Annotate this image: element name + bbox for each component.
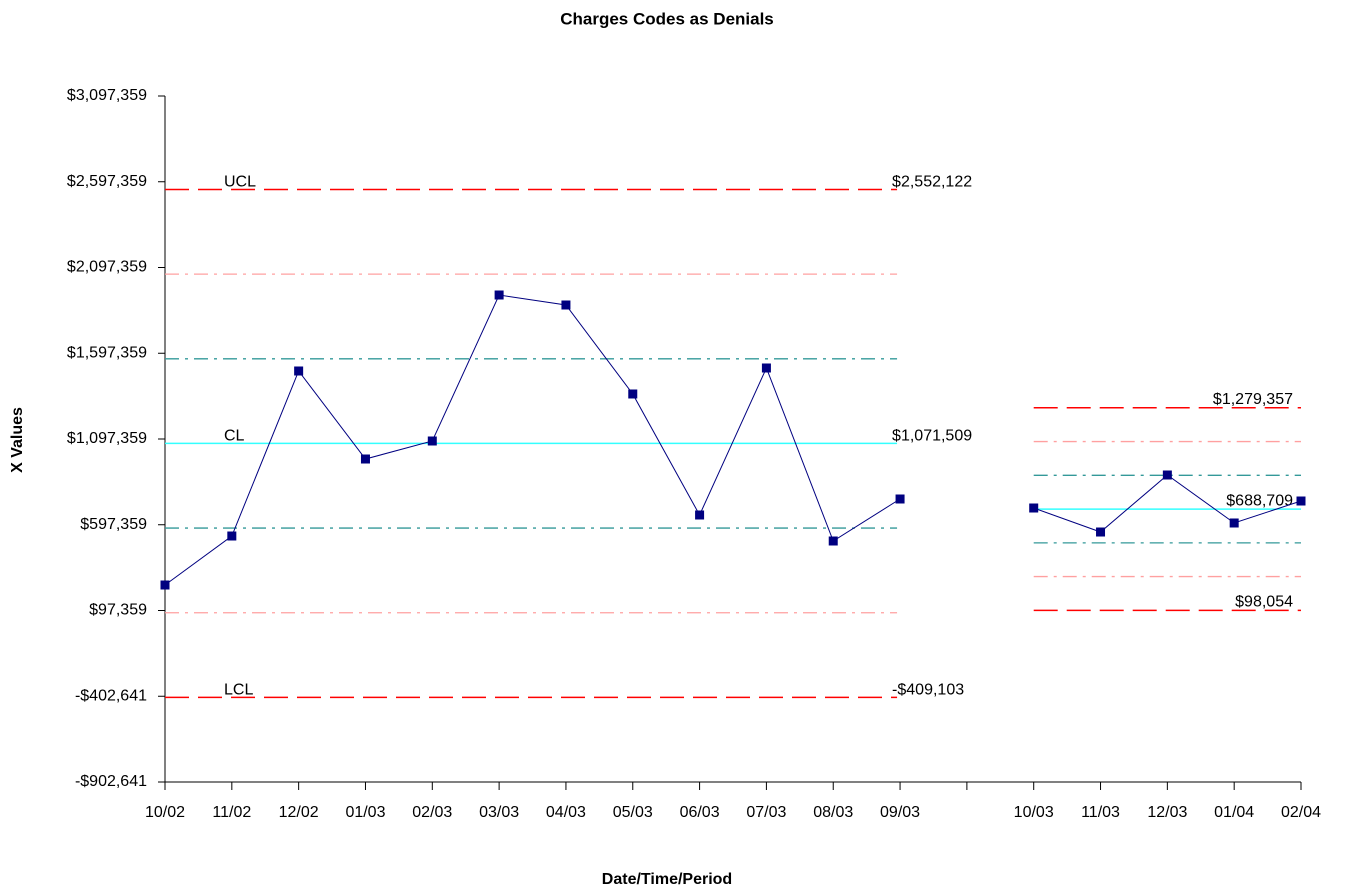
x-tick-label: 01/04 [1214, 804, 1254, 821]
data-point [561, 300, 571, 310]
x-tick-label: 06/03 [680, 804, 720, 821]
x-tick-label: 10/02 [145, 804, 185, 821]
y-tick-label: $2,097,359 [67, 259, 147, 276]
chart-title: Charges Codes as Denials [560, 9, 774, 28]
data-point [828, 536, 838, 546]
x-tick-label: 02/04 [1281, 804, 1321, 821]
data-point [1229, 518, 1239, 528]
x-tick-label: 02/03 [412, 804, 452, 821]
x-tick-label: 11/03 [1081, 804, 1120, 821]
data-point [1029, 503, 1039, 513]
x-tick-label: 05/03 [613, 804, 653, 821]
x-tick-label: 10/03 [1014, 804, 1054, 821]
limit-value-label: $98,054 [1235, 594, 1293, 611]
limit-value-label: $1,279,357 [1213, 391, 1293, 408]
limit-value-label: $2,552,122 [892, 174, 972, 191]
data-point [360, 454, 370, 464]
x-tick-label: 03/03 [479, 804, 519, 821]
limit-name: CL [224, 428, 245, 445]
data-point [160, 580, 170, 590]
y-tick-label: $1,597,359 [67, 344, 147, 361]
data-point [227, 531, 237, 541]
x-tick-label: 12/03 [1147, 804, 1187, 821]
limit-value-label: -$409,103 [892, 682, 964, 699]
y-tick-label: $2,597,359 [67, 173, 147, 190]
data-point [1162, 470, 1172, 480]
y-tick-label: -$402,641 [75, 687, 147, 704]
x-tick-label: 11/02 [212, 804, 251, 821]
y-tick-label: $3,097,359 [67, 87, 147, 104]
y-axis-title: X Values [9, 407, 26, 473]
limit-name: UCL [224, 174, 256, 191]
limit-name: LCL [224, 682, 253, 699]
data-point [427, 436, 437, 446]
data-line [164, 294, 1302, 586]
x-tick-label: 01/03 [345, 804, 385, 821]
limit-value-label: $688,709 [1226, 492, 1293, 509]
x-tick-label: 04/03 [546, 804, 586, 821]
y-tick-label: -$902,641 [75, 773, 147, 790]
y-tick-label: $597,359 [80, 516, 147, 533]
x-tick-label: 07/03 [746, 804, 786, 821]
data-point [294, 366, 304, 376]
data-point [1096, 527, 1106, 537]
y-tick-label: $1,097,359 [67, 430, 147, 447]
x-axis-title: Date/Time/Period [602, 871, 732, 888]
data-point [695, 510, 705, 520]
x-tick-label: 08/03 [813, 804, 853, 821]
x-tick-label: 09/03 [880, 804, 920, 821]
data-point [494, 290, 504, 300]
data-point [1296, 496, 1306, 506]
x-tick-label: 12/02 [279, 804, 319, 821]
data-point [628, 389, 638, 399]
data-point [895, 494, 905, 504]
y-tick-label: $97,359 [89, 602, 147, 619]
limit-value-label: $1,071,509 [892, 428, 972, 445]
data-point [761, 363, 771, 373]
